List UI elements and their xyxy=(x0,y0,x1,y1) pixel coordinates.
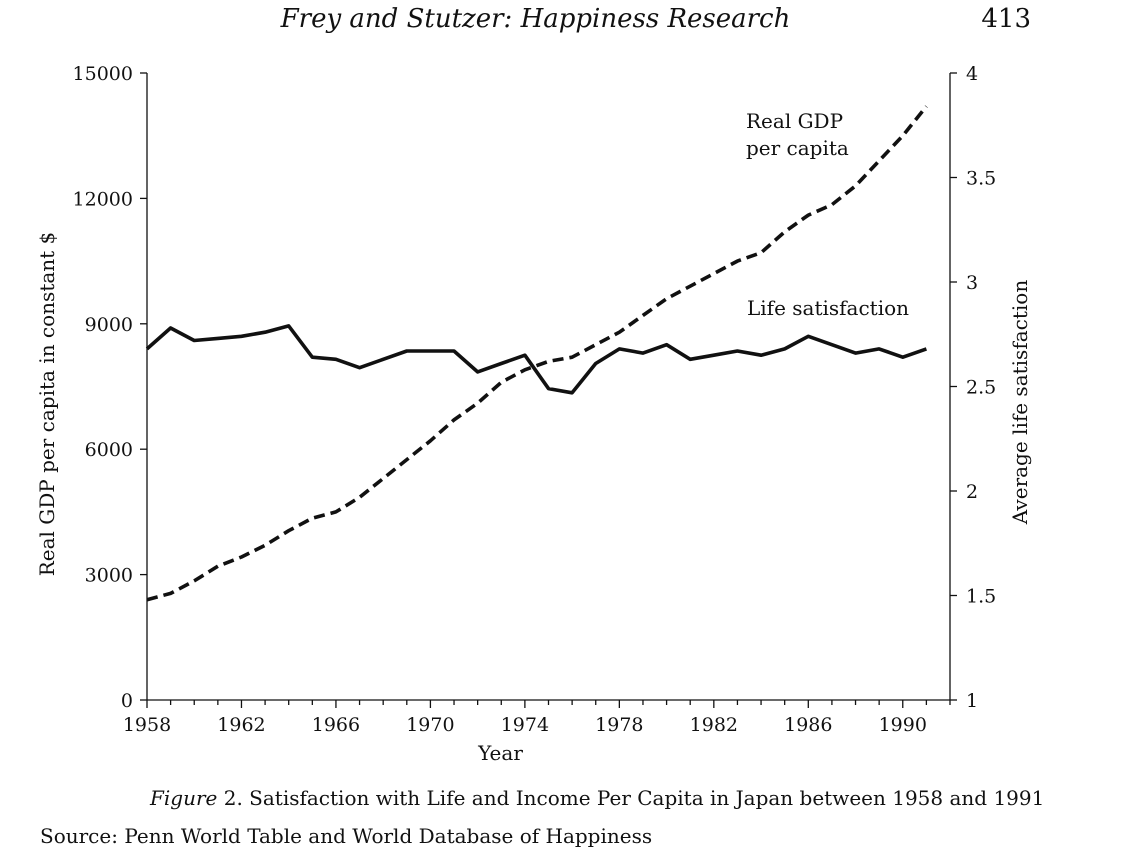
figure-label: Figure xyxy=(150,786,218,810)
x-tick-label: 1966 xyxy=(312,714,360,736)
x-axis-label: Year xyxy=(477,741,523,765)
life-satisfaction-line xyxy=(145,324,927,395)
y-left-tick-label: 15000 xyxy=(73,63,133,85)
x-tick-label: 1986 xyxy=(784,714,832,736)
y-axis-label-left: Real GDP per capita in constant $ xyxy=(35,232,59,577)
x-tick-label: 1990 xyxy=(879,714,927,736)
life-satisfaction-annotation: Life satisfaction xyxy=(747,296,909,320)
gdp-line xyxy=(146,105,928,602)
y-right-tick-label: 4 xyxy=(966,63,978,85)
x-tick-label: 1974 xyxy=(501,714,549,736)
chart-labels: Real GDP per capita Life satisfaction xyxy=(746,109,909,320)
y-right-tick-label: 3 xyxy=(966,272,978,294)
gdp-annotation: Real GDP xyxy=(746,109,843,133)
figure-caption-text: 2. Satisfaction with Life and Income Per… xyxy=(223,786,1045,810)
y-right-tick-label: 2.5 xyxy=(966,377,996,399)
y-right-tick-label: 1.5 xyxy=(966,586,996,608)
y-left-tick-label: 9000 xyxy=(85,314,133,336)
source-note: Source: Penn World Table and World Datab… xyxy=(40,824,653,848)
y-left-tick-label: 0 xyxy=(121,690,133,712)
x-tick-label: 1978 xyxy=(595,714,643,736)
x-tick-label: 1958 xyxy=(123,714,171,736)
gdp-annotation: per capita xyxy=(746,136,849,160)
y-right-tick-label: 2 xyxy=(966,481,978,503)
chart-lines xyxy=(145,105,928,602)
y-left-tick-label: 12000 xyxy=(73,188,133,210)
x-tick-label: 1962 xyxy=(217,714,265,736)
y-left-tick-label: 3000 xyxy=(85,565,133,587)
x-tick-label: 1982 xyxy=(690,714,738,736)
y-right-tick-label: 3.5 xyxy=(966,168,996,190)
y-right-tick-label: 1 xyxy=(966,690,978,712)
y-axis-label-right: Average life satisfaction xyxy=(1008,280,1032,526)
page-header-title: Frey and Stutzer: Happiness Research xyxy=(280,4,791,34)
x-tick-label: 1970 xyxy=(406,714,454,736)
chart-axes: 0 3000 6000 9000 12000 15000 1 1.5 2 2.5 3 3.5 4 1958… xyxy=(35,63,1032,765)
chart: 0 3000 6000 9000 12000 15000 1 1.5 2 2.5 3 3.5 4 1958… xyxy=(35,63,1032,765)
y-left-tick-label: 6000 xyxy=(85,439,133,461)
figure-caption: Figure 2. Satisfaction with Life and Inc… xyxy=(150,786,1044,810)
page-number: 413 xyxy=(981,4,1031,34)
